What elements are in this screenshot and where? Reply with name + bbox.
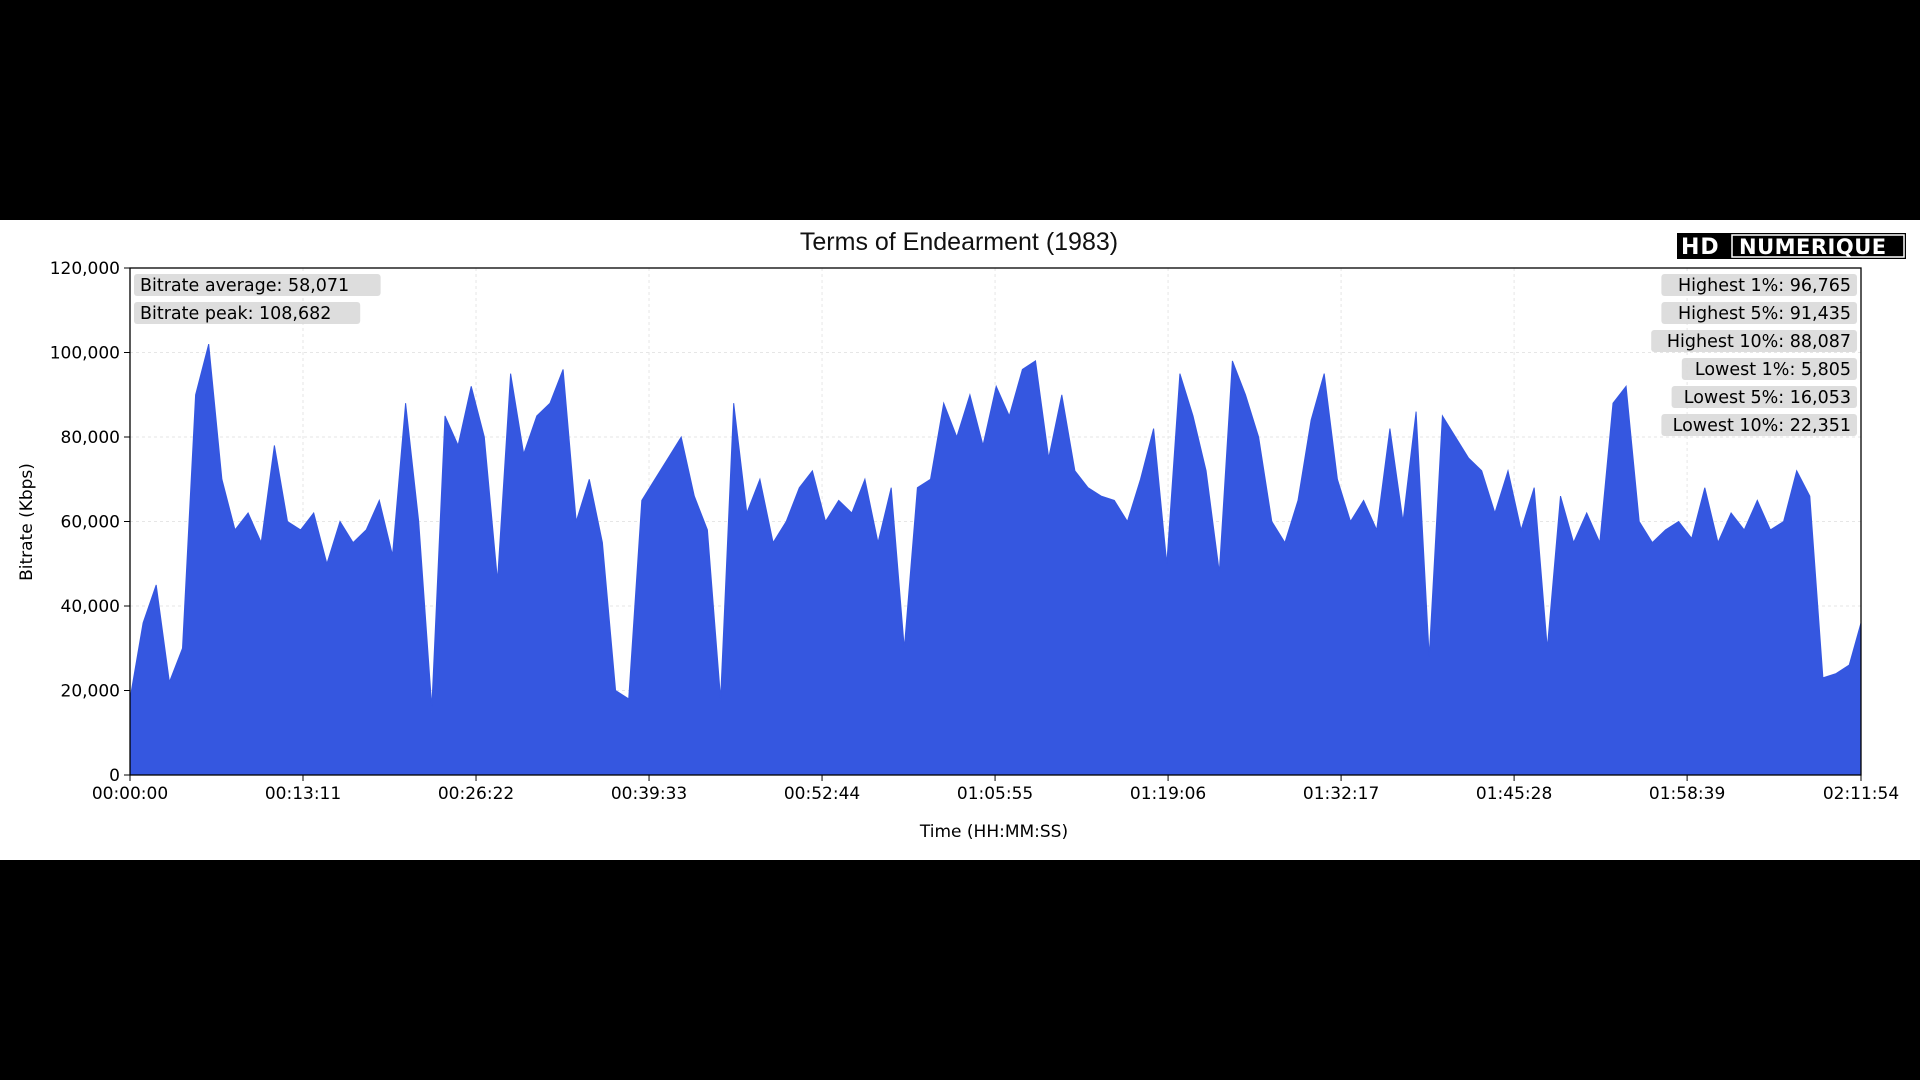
chart-panel: Terms of Endearment (1983) HD NUMERIQUE …: [0, 220, 1920, 860]
logo: HD NUMERIQUE: [1677, 233, 1906, 263]
x-tick-label: 01:45:28: [1476, 784, 1552, 804]
stat-box: [1651, 330, 1857, 352]
x-tick-label: 02:11:54: [1823, 784, 1899, 804]
x-tick-label: 01:58:39: [1649, 784, 1725, 804]
stat-label: Lowest 10%: 22,351: [1673, 416, 1851, 436]
x-tick-label: 00:39:33: [611, 784, 687, 804]
y-axis-ticks: 0 20,000 40,000 60,000 80,000 100,000 120,000: [50, 259, 130, 786]
stat-label: Highest 1%: 96,765: [1678, 276, 1851, 296]
stat-label: Bitrate average: 58,071: [140, 276, 349, 296]
y-tick-label: 100,000: [50, 344, 120, 364]
stat-label: Bitrate peak: 108,682: [140, 304, 331, 324]
stat-box: [1671, 386, 1857, 408]
x-tick-label: 01:19:06: [1130, 784, 1206, 804]
chart-title: Terms of Endearment (1983): [800, 228, 1118, 256]
stats-left: Bitrate average: 58,071 Bitrate peak: 108…: [134, 274, 381, 324]
x-tick-label: 00:52:44: [784, 784, 860, 804]
x-tick-label: 01:32:17: [1303, 784, 1379, 804]
stat-box: [1661, 274, 1857, 296]
stat-label: Lowest 5%: 16,053: [1684, 388, 1851, 408]
logo-hd-text: HD: [1681, 235, 1720, 260]
bitrate-chart: Terms of Endearment (1983) HD NUMERIQUE …: [17, 228, 1906, 842]
logo-numerique-box: [1731, 234, 1905, 258]
logo-numerique-text: NUMERIQUE: [1739, 235, 1887, 259]
y-tick-label: 80,000: [61, 428, 120, 448]
x-tick-label: 00:00:00: [92, 784, 168, 804]
stat-box: [1661, 414, 1857, 436]
stat-box: [1661, 302, 1857, 324]
x-axis-ticks: 00:00:00 00:13:11 00:26:22 00:39:33 00:52:44…: [92, 775, 1899, 804]
bitrate-area: [129, 343, 1862, 776]
x-axis-label: Time (HH:MM:SS): [919, 822, 1068, 842]
y-tick-label: 60,000: [61, 513, 120, 533]
series-area: [129, 343, 1862, 776]
y-tick-label: 20,000: [61, 682, 120, 702]
y-tick-label: 40,000: [61, 597, 120, 617]
x-tick-label: 00:13:11: [265, 784, 341, 804]
stats-right: Highest 1%: 96,765 Highest 5%: 91,435 High…: [1651, 274, 1857, 436]
y-tick-label: 120,000: [50, 259, 120, 279]
stat-box: [1681, 358, 1857, 380]
stat-label: Lowest 1%: 5,805: [1695, 360, 1851, 380]
y-tick-label: 0: [109, 766, 120, 786]
x-tick-label: 00:26:22: [438, 784, 514, 804]
y-axis-label: Bitrate (Kbps): [17, 463, 37, 581]
stat-label: Highest 5%: 91,435: [1678, 304, 1851, 324]
stat-label: Highest 10%: 88,087: [1667, 332, 1851, 352]
stat-box: [134, 274, 381, 296]
stat-box: [134, 302, 361, 324]
x-tick-label: 01:05:55: [957, 784, 1033, 804]
